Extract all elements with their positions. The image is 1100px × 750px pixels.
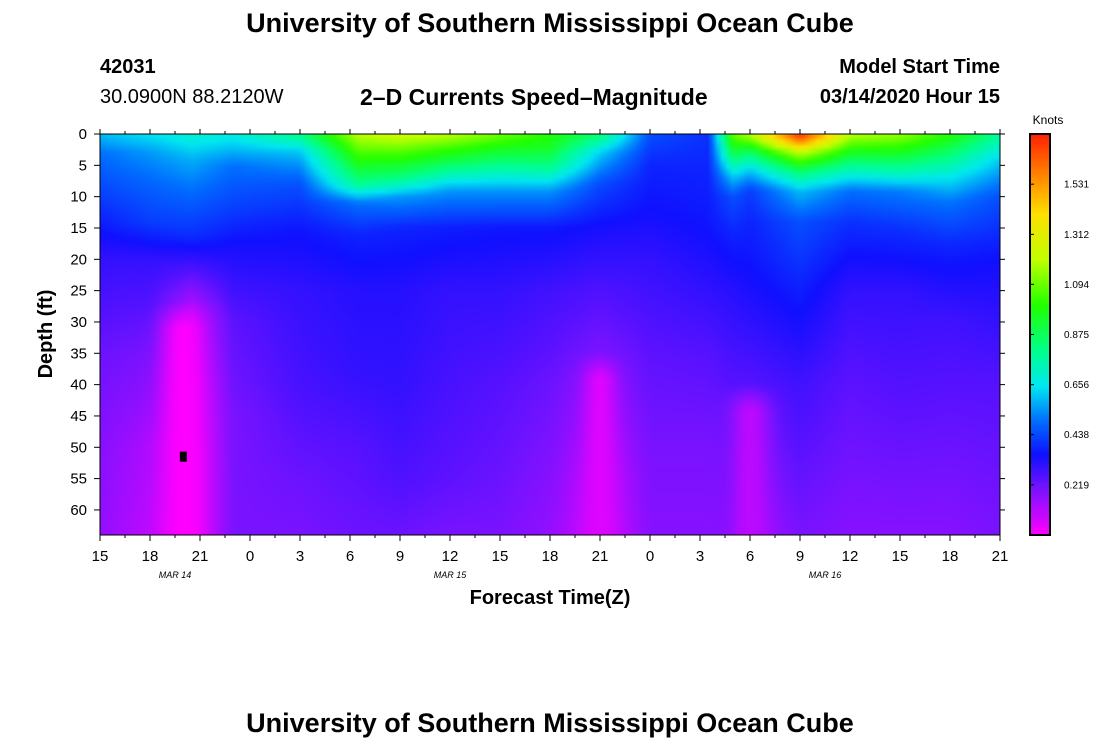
x-tick-label: 6 <box>346 548 354 565</box>
y-tick-label: 30 <box>70 314 87 331</box>
model-start-label: Model Start Time <box>839 56 1000 78</box>
y-axis-label: Depth (ft) <box>35 290 57 379</box>
x-tick-label: 15 <box>92 548 109 565</box>
x-tick-label: 18 <box>942 548 959 565</box>
x-tick-label: 9 <box>796 548 804 565</box>
colorbar-tick-label: 1.312 <box>1064 230 1089 241</box>
x-axis-label: Forecast Time(Z) <box>470 587 631 609</box>
y-axis: 0 5 10 15 20 25 30 35 40 45 50 55 60 <box>70 126 1005 519</box>
colorbar-tick-label: 1.531 <box>1064 180 1089 191</box>
x-tick-label: 9 <box>396 548 404 565</box>
y-tick-label: 55 <box>70 471 87 488</box>
y-tick-label: 5 <box>79 157 87 174</box>
y-tick-label: 60 <box>70 502 87 519</box>
colorbar-unit: Knots <box>1033 113 1064 127</box>
x-tick-label: 3 <box>296 548 304 565</box>
model-start-value: 03/14/2020 Hour 15 <box>819 86 1000 108</box>
colorbar-tick-label: 0.438 <box>1064 430 1089 441</box>
x-tick-label: 3 <box>696 548 704 565</box>
colorbar-tick-label: 0.656 <box>1064 380 1089 391</box>
x-tick-label: 18 <box>142 548 159 565</box>
heatmap-layer <box>100 134 1000 535</box>
y-tick-label: 10 <box>70 189 87 206</box>
speed-heatmap <box>100 134 1000 535</box>
x-tick-label: 12 <box>442 548 459 565</box>
data-marker <box>179 451 187 462</box>
y-tick-label: 15 <box>70 220 87 237</box>
station-id: 42031 <box>100 56 156 78</box>
x-tick-label: 21 <box>592 548 609 565</box>
station-location: 30.0900N 88.2120W <box>100 86 284 108</box>
x-tick-label: 21 <box>992 548 1009 565</box>
page-title-top: University of Southern Mississippi Ocean… <box>246 8 854 38</box>
x-tick-label: 21 <box>192 548 209 565</box>
x-tick-label: 15 <box>492 548 509 565</box>
date-label: MAR 16 <box>809 570 842 580</box>
colorbar-tick-label: 1.094 <box>1064 280 1089 291</box>
x-tick-label: 15 <box>892 548 909 565</box>
colorbar-ticks: 0.219 0.438 0.656 0.875 1.094 1.312 1.531 <box>1030 180 1089 491</box>
date-label: MAR 14 <box>159 570 192 580</box>
y-tick-label: 25 <box>70 283 87 300</box>
colorbar-tick-label: 0.219 <box>1064 480 1089 491</box>
y-tick-label: 0 <box>79 126 87 143</box>
marker-layer <box>179 451 187 462</box>
colorbar-gradient <box>1030 134 1050 535</box>
x-tick-label: 12 <box>842 548 859 565</box>
x-tick-label: 0 <box>646 548 654 565</box>
y-tick-label: 40 <box>70 377 87 394</box>
x-tick-label: 18 <box>542 548 559 565</box>
y-tick-label: 20 <box>70 251 87 268</box>
date-label: MAR 15 <box>434 570 468 580</box>
plot-title: 2–D Currents Speed–Magnitude <box>360 84 708 110</box>
x-tick-label: 0 <box>246 548 254 565</box>
page-title-bottom: University of Southern Mississippi Ocean… <box>246 708 854 738</box>
y-tick-label: 45 <box>70 408 87 425</box>
y-tick-label: 35 <box>70 345 87 362</box>
y-tick-label: 50 <box>70 439 87 456</box>
colorbar-tick-label: 0.875 <box>1064 330 1089 341</box>
x-tick-label: 6 <box>746 548 754 565</box>
